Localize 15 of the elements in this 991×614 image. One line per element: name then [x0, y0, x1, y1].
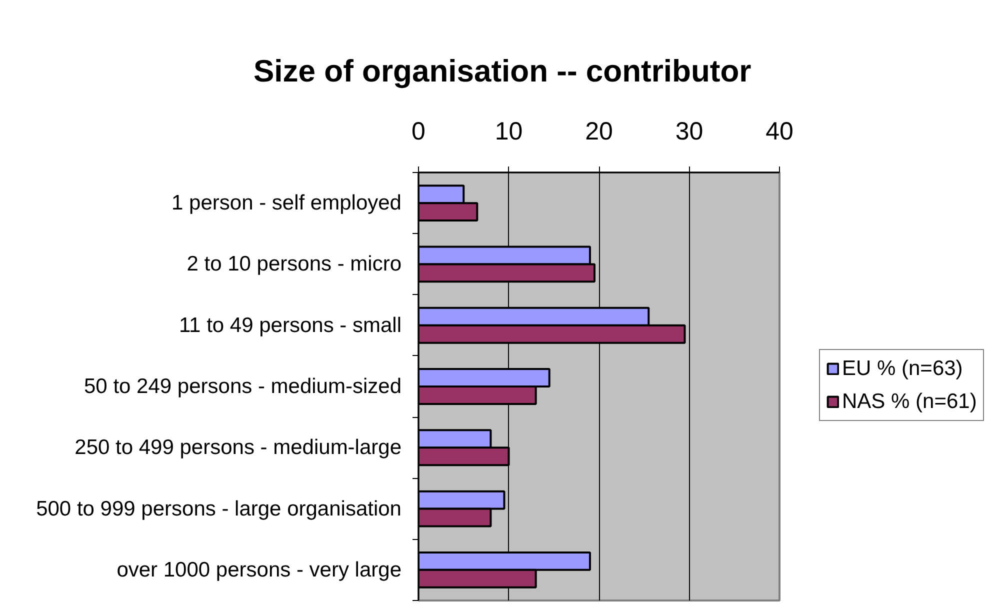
x-tick-label: 0 [412, 118, 426, 146]
y-tick-label: 2 to 10 persons - micro [186, 252, 402, 276]
x-tick-label: 10 [494, 118, 523, 146]
y-tick-label: over 1000 persons - very large [116, 558, 402, 582]
legend-label: NAS % (n=61) [842, 389, 977, 414]
y-tick-label: 250 to 499 persons - medium-large [74, 436, 402, 460]
y-tick-label: 50 to 249 persons - medium-sized [84, 375, 402, 398]
chart-title: Size of organisation -- contributor [254, 54, 752, 88]
y-tick-label: 11 to 49 persons - small [178, 314, 402, 337]
legend-label: EU % (n=63) [842, 356, 963, 381]
y-tick-label: 1 person - self employed [172, 192, 402, 215]
x-tick-label: 30 [675, 118, 704, 146]
x-tick-label: 20 [585, 118, 613, 146]
x-tick-label: 40 [766, 118, 794, 146]
y-tick-label: 500 to 999 persons - large organisation [36, 497, 402, 520]
